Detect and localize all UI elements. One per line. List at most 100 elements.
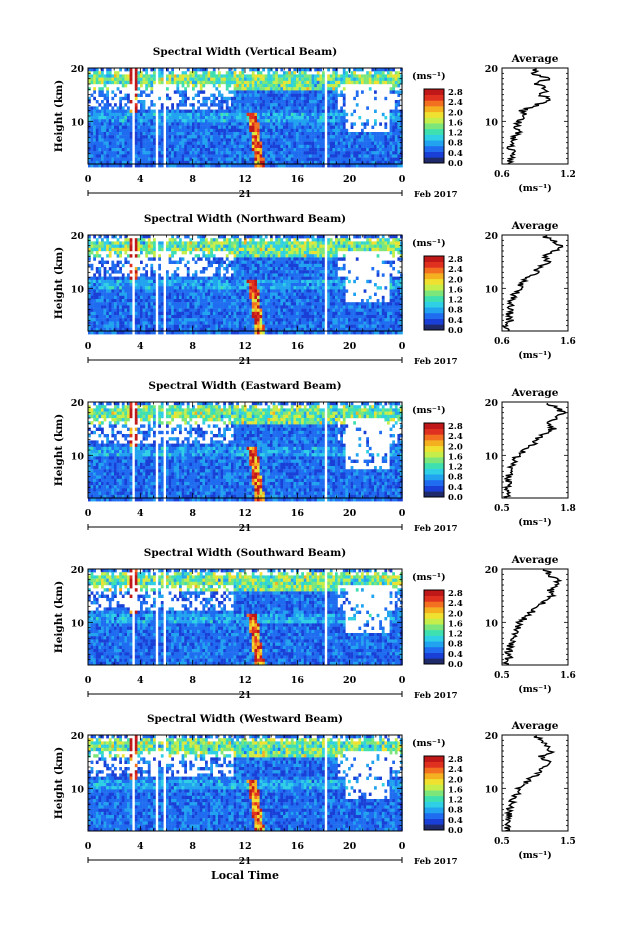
heatmap-cell — [327, 74, 330, 78]
heatmap-cell — [233, 302, 237, 306]
heatmap-cell — [101, 331, 104, 335]
heatmap-cell — [147, 292, 151, 296]
heatmap-cell — [285, 100, 289, 104]
heatmap-cell — [140, 305, 143, 309]
heatmap-cell — [192, 321, 195, 325]
heatmap-cell — [95, 116, 99, 120]
heatmap-cell — [199, 292, 203, 296]
heatmap-cell — [98, 144, 102, 149]
heatmap-cell — [90, 295, 94, 300]
heatmap-cell — [189, 80, 193, 85]
heatmap-cell — [389, 87, 393, 91]
heatmap-cell — [101, 74, 104, 78]
heatmap-cell — [168, 289, 172, 293]
heatmap-cell — [314, 160, 317, 165]
heatmap-cell — [238, 267, 242, 271]
heatmap-cell — [106, 141, 109, 145]
heatmap-cell — [259, 276, 263, 280]
heatmap-cell — [101, 109, 104, 113]
avg-y-tick-label: 20 — [485, 64, 499, 75]
heatmap-cell — [342, 100, 346, 104]
heatmap-cell — [202, 318, 206, 322]
heatmap-cell — [249, 257, 252, 261]
heatmap-cell — [124, 279, 128, 284]
heatmap-cell — [332, 144, 336, 149]
heatmap-cell — [166, 305, 169, 309]
heatmap-cell — [145, 263, 148, 268]
heatmap-cell — [150, 68, 154, 72]
heatmap-cell — [296, 112, 299, 117]
heatmap-cell — [90, 112, 94, 117]
heatmap-cell — [337, 93, 341, 97]
heatmap-cell — [212, 273, 216, 277]
heatmap-cell — [147, 276, 151, 280]
heatmap-cell — [231, 77, 234, 81]
heatmap-cell — [106, 302, 109, 306]
heatmap-cell — [238, 276, 242, 280]
heatmap-cell — [199, 135, 203, 139]
heatmap-cell — [301, 106, 304, 110]
heatmap-cell — [231, 80, 234, 85]
heatmap-cell — [306, 90, 310, 94]
heatmap-cell — [238, 327, 242, 332]
heatmap-cell — [223, 247, 226, 252]
heatmap-cell — [366, 157, 369, 161]
heatmap-cell — [197, 138, 200, 142]
heatmap-cell — [142, 279, 146, 284]
heatmap-cell — [168, 283, 172, 287]
heatmap-cell — [202, 128, 206, 133]
heatmap-cell — [215, 132, 219, 136]
heatmap-cell — [93, 302, 96, 306]
heatmap-cell — [231, 138, 234, 142]
heatmap-cell — [129, 263, 133, 268]
heatmap-cell — [158, 119, 161, 123]
heatmap-cell — [345, 160, 349, 165]
x-tick-label: 12 — [238, 174, 251, 185]
heatmap-cell — [249, 247, 252, 252]
heatmap-cell — [218, 244, 221, 248]
heatmap-cell — [88, 154, 91, 158]
heatmap-cell — [140, 311, 143, 316]
heatmap-cell — [179, 241, 182, 245]
heatmap-cell — [387, 141, 390, 145]
heatmap-cell — [251, 286, 255, 290]
heatmap-cell — [363, 122, 367, 126]
heatmap-cell — [220, 318, 224, 322]
heatmap-cell — [400, 157, 403, 161]
heatmap-cell — [106, 154, 109, 158]
heatmap-cell — [319, 122, 323, 126]
heatmap-cell — [246, 77, 250, 81]
heatmap-cell — [231, 141, 234, 145]
heatmap-cell — [223, 321, 226, 325]
heatmap-cell — [88, 244, 91, 248]
heatmap-cell — [202, 116, 206, 120]
heatmap-cell — [241, 270, 245, 274]
heatmap-cell — [158, 80, 161, 85]
heatmap-cell — [337, 160, 341, 165]
heatmap-cell — [186, 327, 190, 332]
heatmap-cell — [189, 305, 193, 309]
heatmap-cell — [225, 292, 229, 296]
heatmap-cell — [366, 122, 369, 126]
heatmap-cell — [181, 308, 185, 312]
heatmap-cell — [202, 327, 206, 332]
heatmap-cell — [301, 164, 304, 168]
heatmap-cell — [309, 109, 312, 113]
heatmap-cell — [111, 331, 115, 335]
heatmap-cell — [340, 132, 343, 136]
heatmap-cell — [202, 238, 206, 242]
heatmap-cell — [129, 321, 133, 325]
heatmap-cell — [160, 119, 164, 123]
heatmap-cell — [262, 273, 265, 277]
heatmap-cell — [197, 148, 200, 152]
heatmap-cell — [127, 119, 130, 123]
heatmap-cell — [179, 90, 182, 94]
heatmap-cell — [101, 238, 104, 242]
heatmap-cell — [228, 109, 232, 113]
heatmap-cell — [228, 302, 232, 306]
heatmap-cell — [101, 324, 104, 328]
heatmap-cell — [150, 276, 154, 280]
heatmap-cell — [158, 151, 161, 155]
heatmap-cell — [251, 80, 255, 85]
heatmap-cell — [145, 283, 148, 287]
